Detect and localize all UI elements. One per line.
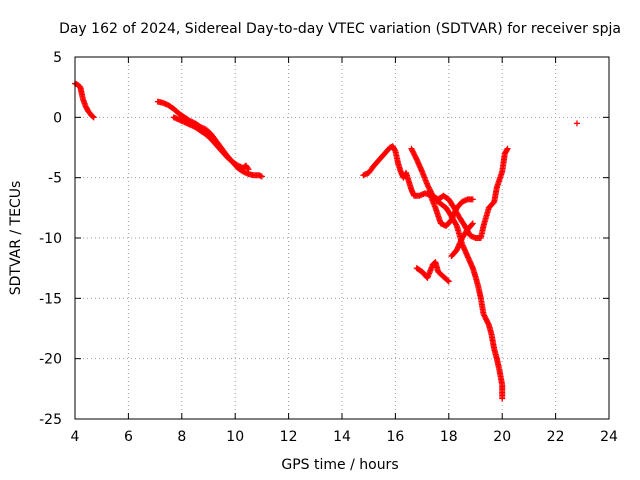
x-tick-label: 4 xyxy=(71,429,80,445)
y-tick-label: -5 xyxy=(48,171,62,187)
series-arc-8 xyxy=(413,259,452,285)
data-point xyxy=(90,114,97,121)
chart-title: Day 162 of 2024, Sidereal Day-to-day VTE… xyxy=(59,21,621,37)
data-point xyxy=(89,113,96,120)
x-axis-label: GPS time / hours xyxy=(281,457,398,473)
data-point xyxy=(573,120,580,127)
data-points xyxy=(72,80,580,402)
y-tick-label: -15 xyxy=(39,291,62,307)
y-tick-label: -10 xyxy=(39,231,62,247)
axis-ticks: 4 6 8 10 12 14 16 18 20 22 24 5 0 -5 -10 -15 -20 -25 xyxy=(39,50,618,445)
x-tick-label: 8 xyxy=(177,429,186,445)
y-axis-label: SDTVAR / TECUs xyxy=(8,181,24,296)
data-point xyxy=(468,221,475,228)
grid xyxy=(75,57,609,419)
x-tick-label: 20 xyxy=(493,429,511,445)
y-tick-label: 0 xyxy=(53,110,62,126)
y-tick-label: -25 xyxy=(39,412,62,428)
series-arc-9 xyxy=(573,120,580,127)
data-point xyxy=(503,146,510,153)
data-point xyxy=(504,145,511,152)
data-point xyxy=(391,146,398,153)
data-point xyxy=(469,196,476,203)
series-arc-7 xyxy=(448,220,476,260)
data-point xyxy=(244,165,251,172)
y-tick-label: 5 xyxy=(53,50,62,66)
plot-frame xyxy=(74,56,610,420)
data-point xyxy=(499,395,506,402)
x-tick-label: 16 xyxy=(386,429,404,445)
y-tick-label: -20 xyxy=(39,352,62,368)
data-point xyxy=(445,278,452,285)
x-tick-label: 10 xyxy=(226,429,244,445)
x-tick-label: 12 xyxy=(280,429,298,445)
x-tick-label: 14 xyxy=(333,429,351,445)
data-point xyxy=(444,277,451,284)
x-tick-label: 6 xyxy=(124,429,133,445)
x-tick-label: 24 xyxy=(600,429,618,445)
data-point xyxy=(258,173,265,180)
series-arc-3 xyxy=(170,114,252,173)
data-point xyxy=(245,166,252,173)
series-arc-1 xyxy=(72,80,97,121)
x-tick-label: 22 xyxy=(547,429,565,445)
series-arc-6 xyxy=(427,190,506,402)
series-arc-5 xyxy=(408,145,511,241)
x-tick-label: 18 xyxy=(440,429,458,445)
data-point xyxy=(469,220,476,227)
